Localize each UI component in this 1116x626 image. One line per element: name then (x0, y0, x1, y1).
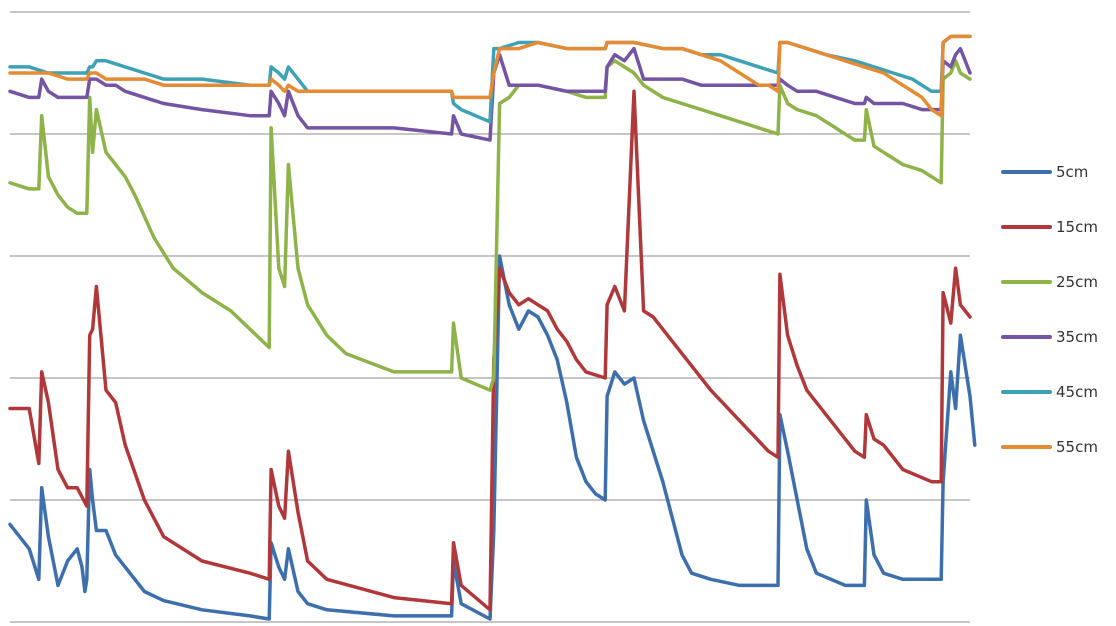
legend-label-55cm: 55cm (1056, 438, 1098, 456)
legend-label-5cm: 5cm (1056, 163, 1088, 181)
legend-label-45cm: 45cm (1056, 383, 1098, 401)
legend-label-35cm: 35cm (1056, 328, 1098, 346)
legend: 5cm 15cm 25cm 35cm 45cm 55cm (1001, 163, 1098, 456)
series-line-5cm (8, 254, 977, 621)
legend-label-15cm: 15cm (1056, 218, 1098, 236)
legend-label-25cm: 25cm (1056, 273, 1098, 291)
series-line-35cm (8, 46, 972, 142)
series-line-15cm (8, 89, 972, 612)
series-line-45cm (8, 34, 972, 124)
series-lines (8, 34, 977, 621)
series-line-25cm (8, 59, 972, 392)
series-line-55cm (8, 34, 972, 118)
